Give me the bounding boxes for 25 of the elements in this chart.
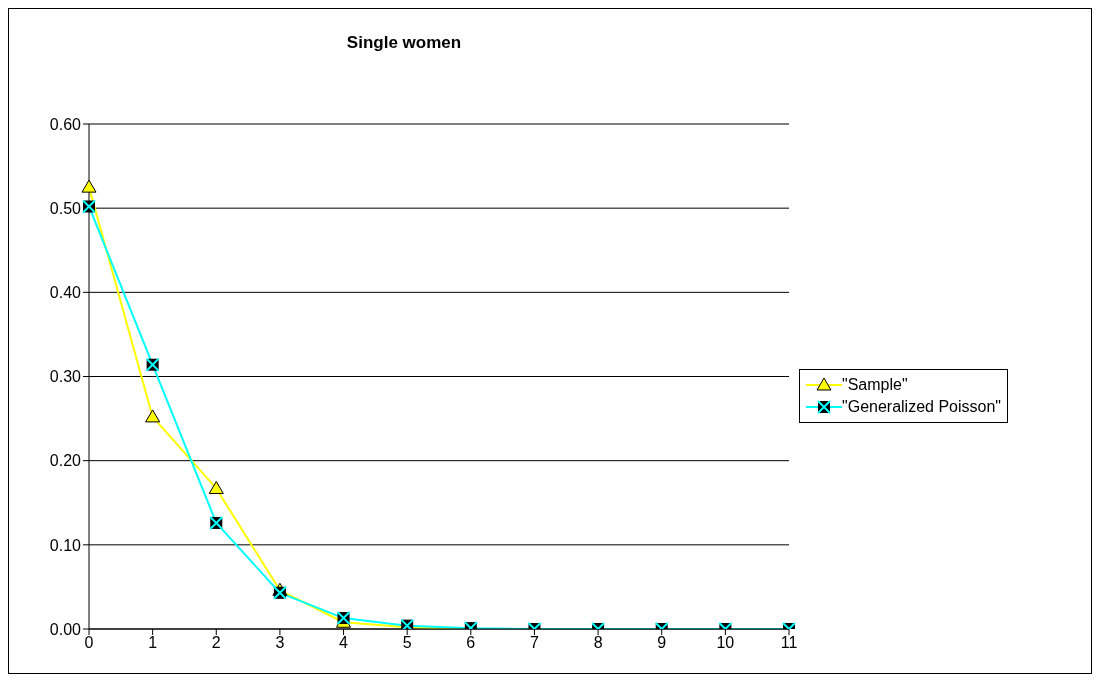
x-tick-label: 10: [716, 634, 735, 652]
point: [81, 179, 97, 193]
point: [145, 409, 161, 423]
y-tick-label: 0.10: [49, 536, 82, 554]
y-tick-label: 0.40: [49, 284, 82, 302]
y-tick-label: 0.30: [49, 368, 82, 386]
x-tick-label: 11: [780, 634, 798, 652]
x-tick-label: 3: [275, 634, 285, 652]
point: [208, 480, 224, 494]
legend-label: "Sample": [842, 376, 908, 394]
y-tick-label: 0.50: [49, 199, 82, 217]
x-tick-label: 4: [339, 634, 349, 652]
x-tick-label: 6: [466, 634, 476, 652]
y-tick-label: 0.20: [49, 452, 82, 470]
y-tick-label: 0.60: [49, 115, 82, 133]
x-tick-label: 0: [84, 634, 94, 652]
y-tick-label: 0.00: [49, 620, 82, 638]
chart-title: Single women: [345, 33, 463, 53]
x-tick-label: 5: [402, 634, 412, 652]
x-tick-label: 7: [530, 634, 539, 652]
x-tick-label: 9: [657, 634, 667, 652]
legend-label: "Generalized Poisson": [842, 398, 1001, 416]
x-tick-label: 2: [211, 634, 221, 652]
x-tick-label: 1: [148, 634, 158, 652]
x-tick-label: 8: [593, 634, 603, 652]
